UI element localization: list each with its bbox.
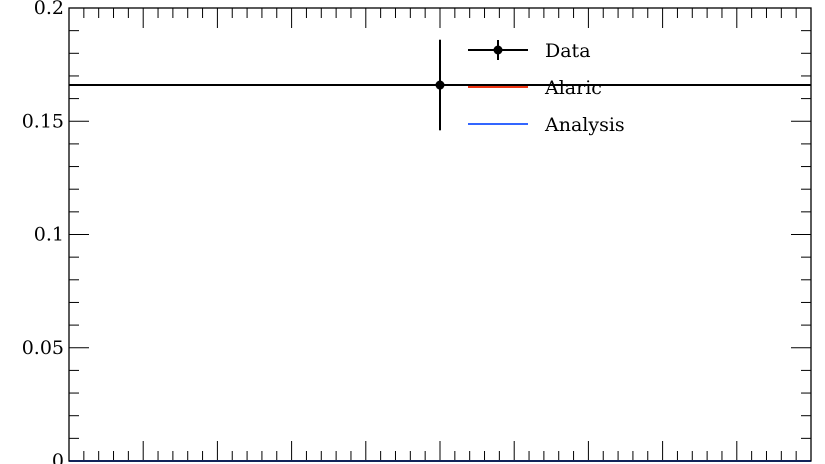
- series-layer: [69, 39, 811, 462]
- y-tick-labels: 0 0.05 0.1 0.15 0.2: [22, 0, 64, 464]
- minor-ticks: [69, 8, 811, 461]
- data-point: [435, 80, 445, 90]
- y-tick-label: 0.15: [22, 110, 64, 132]
- legend-point-marker: [493, 45, 503, 55]
- y-tick-label: 0.05: [22, 337, 64, 359]
- y-tick-label: 0.1: [34, 224, 64, 246]
- plot-frame: [68, 7, 812, 462]
- y-tick-label: 0: [52, 450, 64, 464]
- y-tick-label: 0.2: [34, 0, 64, 19]
- legend-label-analysis: Analysis: [544, 114, 625, 136]
- legend-label-alaric: Alaric: [544, 77, 602, 99]
- legend-label-data: Data: [545, 40, 591, 62]
- legend: Data Alaric Analysis: [468, 40, 625, 136]
